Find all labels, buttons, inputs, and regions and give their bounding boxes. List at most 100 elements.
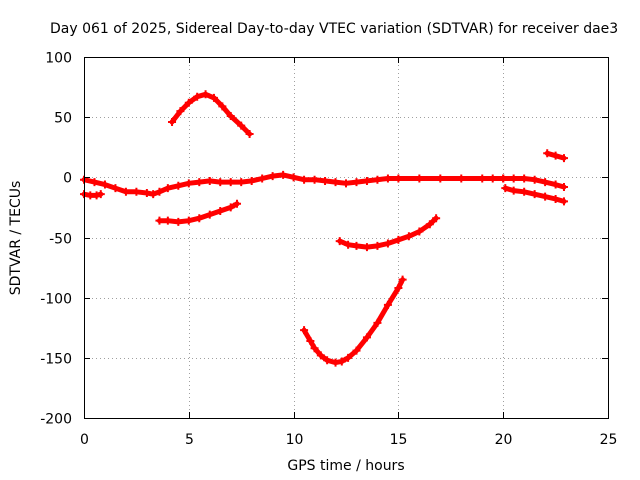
data-point — [226, 178, 235, 187]
y-tick-label: 50 — [54, 111, 72, 127]
data-point — [559, 154, 568, 163]
data-point — [551, 194, 560, 203]
data-point — [335, 237, 344, 246]
data-point — [121, 187, 130, 196]
data-point — [201, 90, 210, 99]
data-point — [205, 210, 214, 219]
data-point — [478, 174, 487, 183]
data-point — [142, 188, 151, 197]
chart-ticks — [84, 57, 609, 419]
data-point — [233, 199, 242, 208]
data-point — [501, 184, 510, 193]
y-axis-label: SDTVAR / TECUs — [8, 181, 24, 296]
data-point — [155, 187, 164, 196]
data-point — [541, 192, 550, 201]
data-point — [268, 172, 277, 181]
data-point — [216, 178, 225, 187]
series-arc-main — [80, 170, 508, 199]
data-point — [258, 174, 267, 183]
series-line — [301, 277, 406, 366]
data-point — [184, 216, 193, 225]
data-point — [352, 346, 361, 355]
y-tick-label: -200 — [40, 412, 72, 428]
data-point — [237, 178, 246, 187]
chart-tick-labels: 0 5 10 15 20 25 -200 -150 -100 -50 0 50 100 — [40, 51, 617, 449]
chart-title: Day 061 of 2025, Sidereal Day-to-day VTE… — [50, 21, 618, 37]
series-arc-late-lower — [501, 184, 568, 206]
data-point — [415, 174, 424, 183]
data-point — [310, 175, 319, 184]
y-tick-label: -50 — [49, 232, 72, 248]
data-point — [383, 239, 392, 248]
series-arc-end-upper — [499, 174, 568, 191]
data-point — [184, 179, 193, 188]
data-point — [541, 178, 550, 187]
data-point — [398, 275, 407, 284]
data-point — [394, 284, 403, 293]
data-point — [132, 187, 141, 196]
data-point — [373, 175, 382, 184]
x-tick-label: 25 — [600, 432, 618, 448]
data-point — [499, 174, 508, 183]
data-point — [551, 151, 560, 160]
data-point — [96, 190, 105, 199]
data-point — [163, 184, 172, 193]
data-point — [331, 178, 340, 187]
data-point — [300, 175, 309, 184]
data-point — [551, 180, 560, 189]
data-point — [205, 176, 214, 185]
data-point — [352, 241, 361, 250]
data-point — [394, 174, 403, 183]
series-arc-start-small — [80, 190, 105, 200]
data-point — [559, 182, 568, 191]
data-point — [237, 121, 246, 130]
y-tick-label: -100 — [40, 292, 72, 308]
data-point — [362, 176, 371, 185]
x-tick-label: 15 — [390, 432, 408, 448]
data-point — [92, 191, 101, 200]
data-point — [530, 190, 539, 199]
data-point — [520, 187, 529, 196]
data-point — [415, 227, 424, 236]
series-arc-lower-rise — [155, 199, 242, 226]
data-point — [195, 214, 204, 223]
data-point — [559, 197, 568, 206]
data-point — [216, 207, 225, 216]
data-point — [176, 107, 185, 116]
data-point — [193, 92, 202, 101]
data-point — [90, 178, 99, 187]
plot-frame — [84, 57, 609, 419]
data-point — [425, 220, 434, 229]
data-point — [316, 351, 325, 360]
data-point — [344, 240, 353, 249]
data-point — [509, 174, 518, 183]
data-point — [149, 190, 158, 199]
data-point — [362, 243, 371, 252]
data-point — [323, 356, 332, 365]
data-point — [111, 184, 120, 193]
data-point — [310, 344, 319, 353]
data-point — [383, 174, 392, 183]
data-point — [543, 149, 552, 158]
data-point — [509, 186, 518, 195]
data-point — [174, 181, 183, 190]
data-point — [436, 174, 445, 183]
series-arc-deep-dip — [300, 275, 407, 367]
chart-series-group — [80, 90, 568, 367]
data-point — [331, 358, 340, 367]
data-point — [300, 326, 309, 335]
data-point — [373, 318, 382, 327]
data-point — [168, 117, 177, 126]
x-axis-label: GPS time / hours — [287, 458, 404, 474]
data-point — [520, 174, 529, 183]
data-point — [394, 235, 403, 244]
data-point — [432, 214, 441, 223]
data-point — [352, 178, 361, 187]
data-point — [488, 174, 497, 183]
data-point — [383, 300, 392, 309]
data-point — [337, 357, 346, 366]
data-point — [155, 216, 164, 225]
data-point — [209, 93, 218, 102]
series-arc-hump — [168, 90, 254, 139]
